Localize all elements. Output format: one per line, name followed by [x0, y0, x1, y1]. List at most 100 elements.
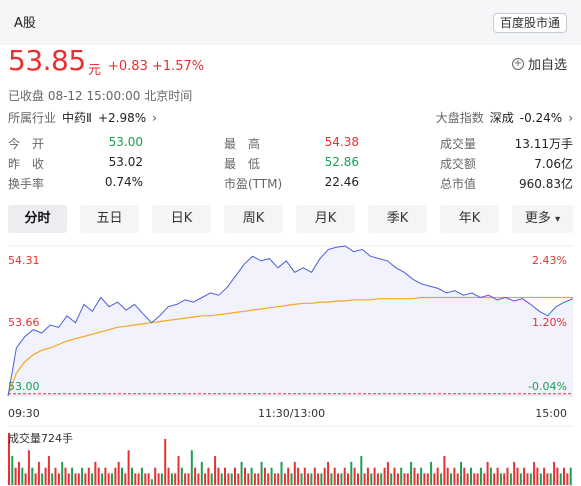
volume-bar: [37, 461, 40, 485]
volume-bar: [470, 467, 472, 485]
stat-label: 市盈(TTM): [224, 177, 283, 191]
volume-bar: [303, 467, 306, 485]
volume-bar: [237, 473, 240, 485]
volume-bar: [283, 473, 286, 485]
volume-bar: [460, 461, 462, 485]
tab-weekly-k[interactable]: 周K: [224, 205, 283, 233]
market-tag: A股: [14, 16, 36, 31]
tab-intraday[interactable]: 分时: [8, 205, 67, 233]
volume-bar: [121, 467, 123, 485]
volume-bar: [44, 467, 47, 485]
volume-bar: [323, 467, 326, 485]
volume-bar: [476, 473, 479, 485]
industry-link[interactable]: 所属行业 中药Ⅱ +2.98% ›: [8, 109, 157, 126]
x-label-close: 15:00: [535, 407, 567, 420]
market-index-link[interactable]: 大盘指数 深成 -0.24% ›: [436, 109, 573, 126]
price-unit: 元: [88, 63, 102, 78]
volume-bar: [114, 467, 117, 485]
volume-bar: [81, 467, 84, 485]
volume-bar: [370, 473, 373, 485]
volume-bar: [363, 473, 366, 485]
volume-bar: [250, 467, 253, 485]
volume-bar: [313, 467, 316, 485]
volume-bar: [41, 473, 44, 485]
y-right-label-min: -0.04%: [528, 380, 567, 393]
volume-bar: [297, 467, 300, 485]
volume-bar: [247, 473, 250, 485]
volume-bar: [466, 473, 469, 485]
volume-bar: [77, 473, 80, 485]
y-right-label-max: 2.43%: [532, 254, 567, 267]
volume-bar: [353, 467, 356, 485]
volume-bar: [64, 467, 67, 485]
volume-bar: [234, 467, 236, 485]
volume-bar: [393, 467, 396, 485]
volume-bar: [503, 473, 506, 485]
stat-label: 成交量: [440, 137, 477, 151]
tab-yearly-k[interactable]: 年K: [440, 205, 499, 233]
volume-bar: [67, 473, 70, 485]
volume-bar: [366, 467, 369, 485]
industry-label: 所属行业: [8, 111, 57, 125]
volume-bar: [526, 473, 529, 485]
volume-bar: [390, 473, 393, 485]
volume-bar: [160, 473, 163, 485]
volume-bar: [290, 473, 293, 485]
stats-row: 今 开 53.00 最 高 54.38 成交量 13.11万手: [8, 133, 573, 153]
intraday-chart[interactable]: 54.31 53.66 53.00 2.43% 1.20% -0.04% 09:…: [0, 240, 581, 486]
volume-bar: [569, 467, 572, 485]
stock-service-badge[interactable]: 百度股市通: [492, 13, 567, 33]
volume-bar: [347, 473, 349, 485]
volume-bar: [287, 467, 290, 485]
volume-bar: [187, 473, 190, 485]
volume-bar: [340, 473, 343, 485]
top-bar: A股 百度股市通: [0, 0, 581, 45]
volume-bar: [320, 473, 323, 485]
volume-bar: [330, 473, 333, 485]
volume-bar: [97, 467, 100, 485]
volume-bar: [27, 450, 30, 485]
stat-value: 53.02: [108, 155, 143, 169]
volume-bar: [337, 473, 339, 485]
industry-change: +2.98%: [97, 110, 147, 125]
add-watchlist-button[interactable]: + 加自选: [511, 54, 567, 73]
volume-bar: [446, 467, 449, 485]
y-label-min: 53.00: [8, 380, 40, 393]
volume-bar: [253, 473, 256, 485]
volume-bar: [227, 473, 230, 485]
volume-bar: [327, 461, 330, 485]
stat-value: 0.74%: [104, 175, 143, 189]
volume-bar: [523, 467, 526, 485]
volume-bar: [293, 461, 296, 485]
industry-name: 中药Ⅱ: [62, 111, 92, 125]
volume-bar: [539, 473, 542, 485]
tab-quarterly-k[interactable]: 季K: [368, 205, 427, 233]
stat-value: 960.83亿: [519, 177, 573, 191]
volume-bar: [14, 467, 17, 485]
volume-label: 成交量724手: [8, 432, 73, 445]
volume-bar: [260, 461, 263, 485]
stat-value: 22.46: [324, 175, 359, 189]
volume-bar: [214, 456, 217, 485]
volume-bar: [131, 467, 133, 485]
volume-bar: [307, 473, 310, 485]
tab-five-day[interactable]: 五日: [80, 205, 139, 233]
volume-bar: [463, 467, 466, 485]
volume-bar: [563, 467, 565, 485]
tab-more[interactable]: 更多 ▾: [512, 205, 573, 233]
volume-bar: [140, 467, 143, 485]
stats-row: 昨 收 53.02 最 低 52.86 成交额 7.06亿: [8, 153, 573, 173]
tab-monthly-k[interactable]: 月K: [296, 205, 355, 233]
volume-bar: [400, 467, 403, 485]
chevron-right-icon: ›: [152, 110, 157, 125]
volume-bar: [217, 467, 220, 485]
tab-daily-k[interactable]: 日K: [152, 205, 211, 233]
volume-bar: [426, 473, 429, 485]
volume-bar: [413, 467, 416, 485]
volume-bar: [164, 438, 167, 485]
market-status: 已收盘 08-12 15:00:00 北京时间: [8, 89, 193, 103]
volume-bar: [11, 456, 14, 485]
volume-bar: [479, 467, 482, 485]
volume-bar: [456, 473, 459, 485]
volume-bar: [230, 473, 233, 485]
